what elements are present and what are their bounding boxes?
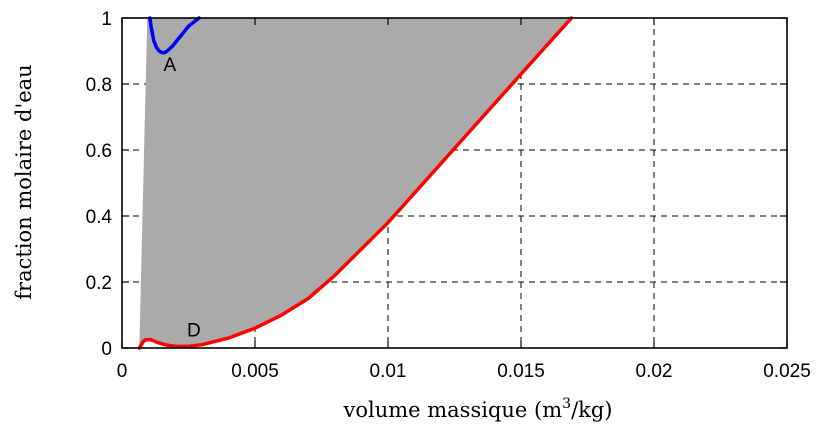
x-axis-label-tail: /kg) [571,398,612,422]
y-tick-label: 0.2 [86,273,112,294]
plot-frame [121,17,788,349]
annotations: AD [164,55,201,342]
x-tick-label: 0.02 [636,361,673,382]
y-tick-label: 0.4 [86,207,113,228]
x-tick-label: 0.01 [370,361,407,382]
y-tick-label: 0.8 [86,75,112,96]
red-curve [137,16,574,350]
ticks: 0 0.005 0.01 0.015 0.02 0.025 0 0.2 0.4 0.6 0.8 1 [86,9,811,382]
blue-curve [148,16,201,55]
x-tick-label: 0 [117,361,128,382]
series-layer [137,16,574,350]
x-axis-label: volume massique (m3/kg) [342,396,612,422]
x-tick-label: 0.005 [231,361,279,382]
x-tick-label: 0.025 [763,361,811,382]
x-axis-label-sup: 3 [562,396,571,412]
y-tick-label: 1 [101,9,112,30]
x-axis-label-main: volume massique (m [342,398,562,422]
y-axis-label: fraction molaire d'eau [12,64,36,299]
y-tick-label: 0.6 [86,141,112,162]
annotation-label: A [164,55,177,76]
shaded-region [139,18,572,348]
x-tick-label: 0.015 [497,361,545,382]
annotation-label: D [187,320,201,341]
y-tick-label: 0 [101,339,112,360]
